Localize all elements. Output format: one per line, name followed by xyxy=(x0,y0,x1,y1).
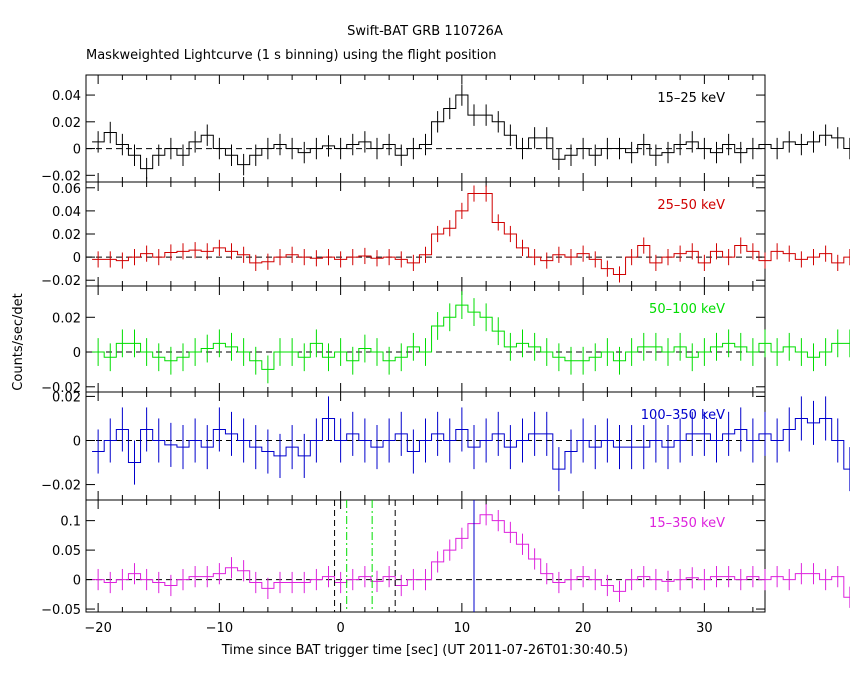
y-tick-label: 0 xyxy=(73,143,81,158)
y-tick-label: −0.02 xyxy=(41,274,81,289)
panel-4: 0.02 0 −0.02 100–350 keV xyxy=(41,390,850,501)
y-tick-label: −0.02 xyxy=(41,169,81,184)
panel-energy-label: 15–350 keV xyxy=(649,516,725,531)
x-tick-label: −20 xyxy=(84,621,111,636)
y-tick-label: 0 xyxy=(73,434,81,449)
chart-title: Swift-BAT GRB 110726A xyxy=(347,24,503,39)
x-tick-label: 10 xyxy=(454,621,471,636)
series-step-line xyxy=(92,514,850,598)
x-axis-label: Time since BAT trigger time [sec] (UT 20… xyxy=(221,643,628,658)
y-tick-label: 0.02 xyxy=(52,116,81,131)
y-tick-label: −0.02 xyxy=(41,381,81,396)
y-tick-label: 0.06 xyxy=(52,182,81,197)
panel-1: 0.04 0.02 0 −0.02 15–25 keV xyxy=(41,74,850,184)
series-step-line xyxy=(92,193,850,275)
x-tick-label: 0 xyxy=(336,621,344,636)
y-tick-label: 0.04 xyxy=(52,205,81,220)
y-tick-label: 0 xyxy=(73,346,81,361)
x-tick-label: 20 xyxy=(575,621,592,636)
series-step-line xyxy=(92,94,850,170)
y-tick-label: 0.02 xyxy=(52,311,81,326)
chart-subtitle: Maskweighted Lightcurve (1 s binning) us… xyxy=(86,48,496,63)
panel-energy-label: 25–50 keV xyxy=(657,198,725,213)
y-tick-label: 0 xyxy=(73,251,81,266)
panel-frame xyxy=(85,499,766,613)
series-step-line xyxy=(92,417,850,470)
y-tick-label: 0.02 xyxy=(52,390,81,405)
y-tick-label: 0.1 xyxy=(60,515,81,530)
y-axis-label: Counts/sec/det xyxy=(11,293,26,390)
y-tick-label: 0.04 xyxy=(52,89,81,104)
panel-2: 0.06 0.04 0.02 0 −0.02 25–50 keV xyxy=(41,181,850,289)
x-tick-label: −10 xyxy=(206,621,233,636)
panel-energy-label: 100–350 keV xyxy=(641,408,725,423)
panel-5: 0.1 0.05 0 −0.05 15–350 keV −20 −10 0 10 20 30 xyxy=(41,499,850,636)
y-tick-label: −0.05 xyxy=(41,603,81,618)
panel-energy-label: 50–100 keV xyxy=(649,302,725,317)
panel-3: 0.02 0 −0.02 50–100 keV xyxy=(41,285,850,396)
y-tick-label: −0.02 xyxy=(41,479,81,494)
panels: 0.04 0.02 0 −0.02 15–25 keV 0.06 0.04 0.02 0 −0.0… xyxy=(41,74,850,636)
y-tick-label: 0.02 xyxy=(52,228,81,243)
y-tick-label: 0 xyxy=(73,574,81,589)
y-tick-label: 0.05 xyxy=(52,544,81,559)
x-tick-label: 30 xyxy=(696,621,713,636)
panel-energy-label: 15–25 keV xyxy=(657,91,725,106)
series-step-line xyxy=(92,304,850,370)
